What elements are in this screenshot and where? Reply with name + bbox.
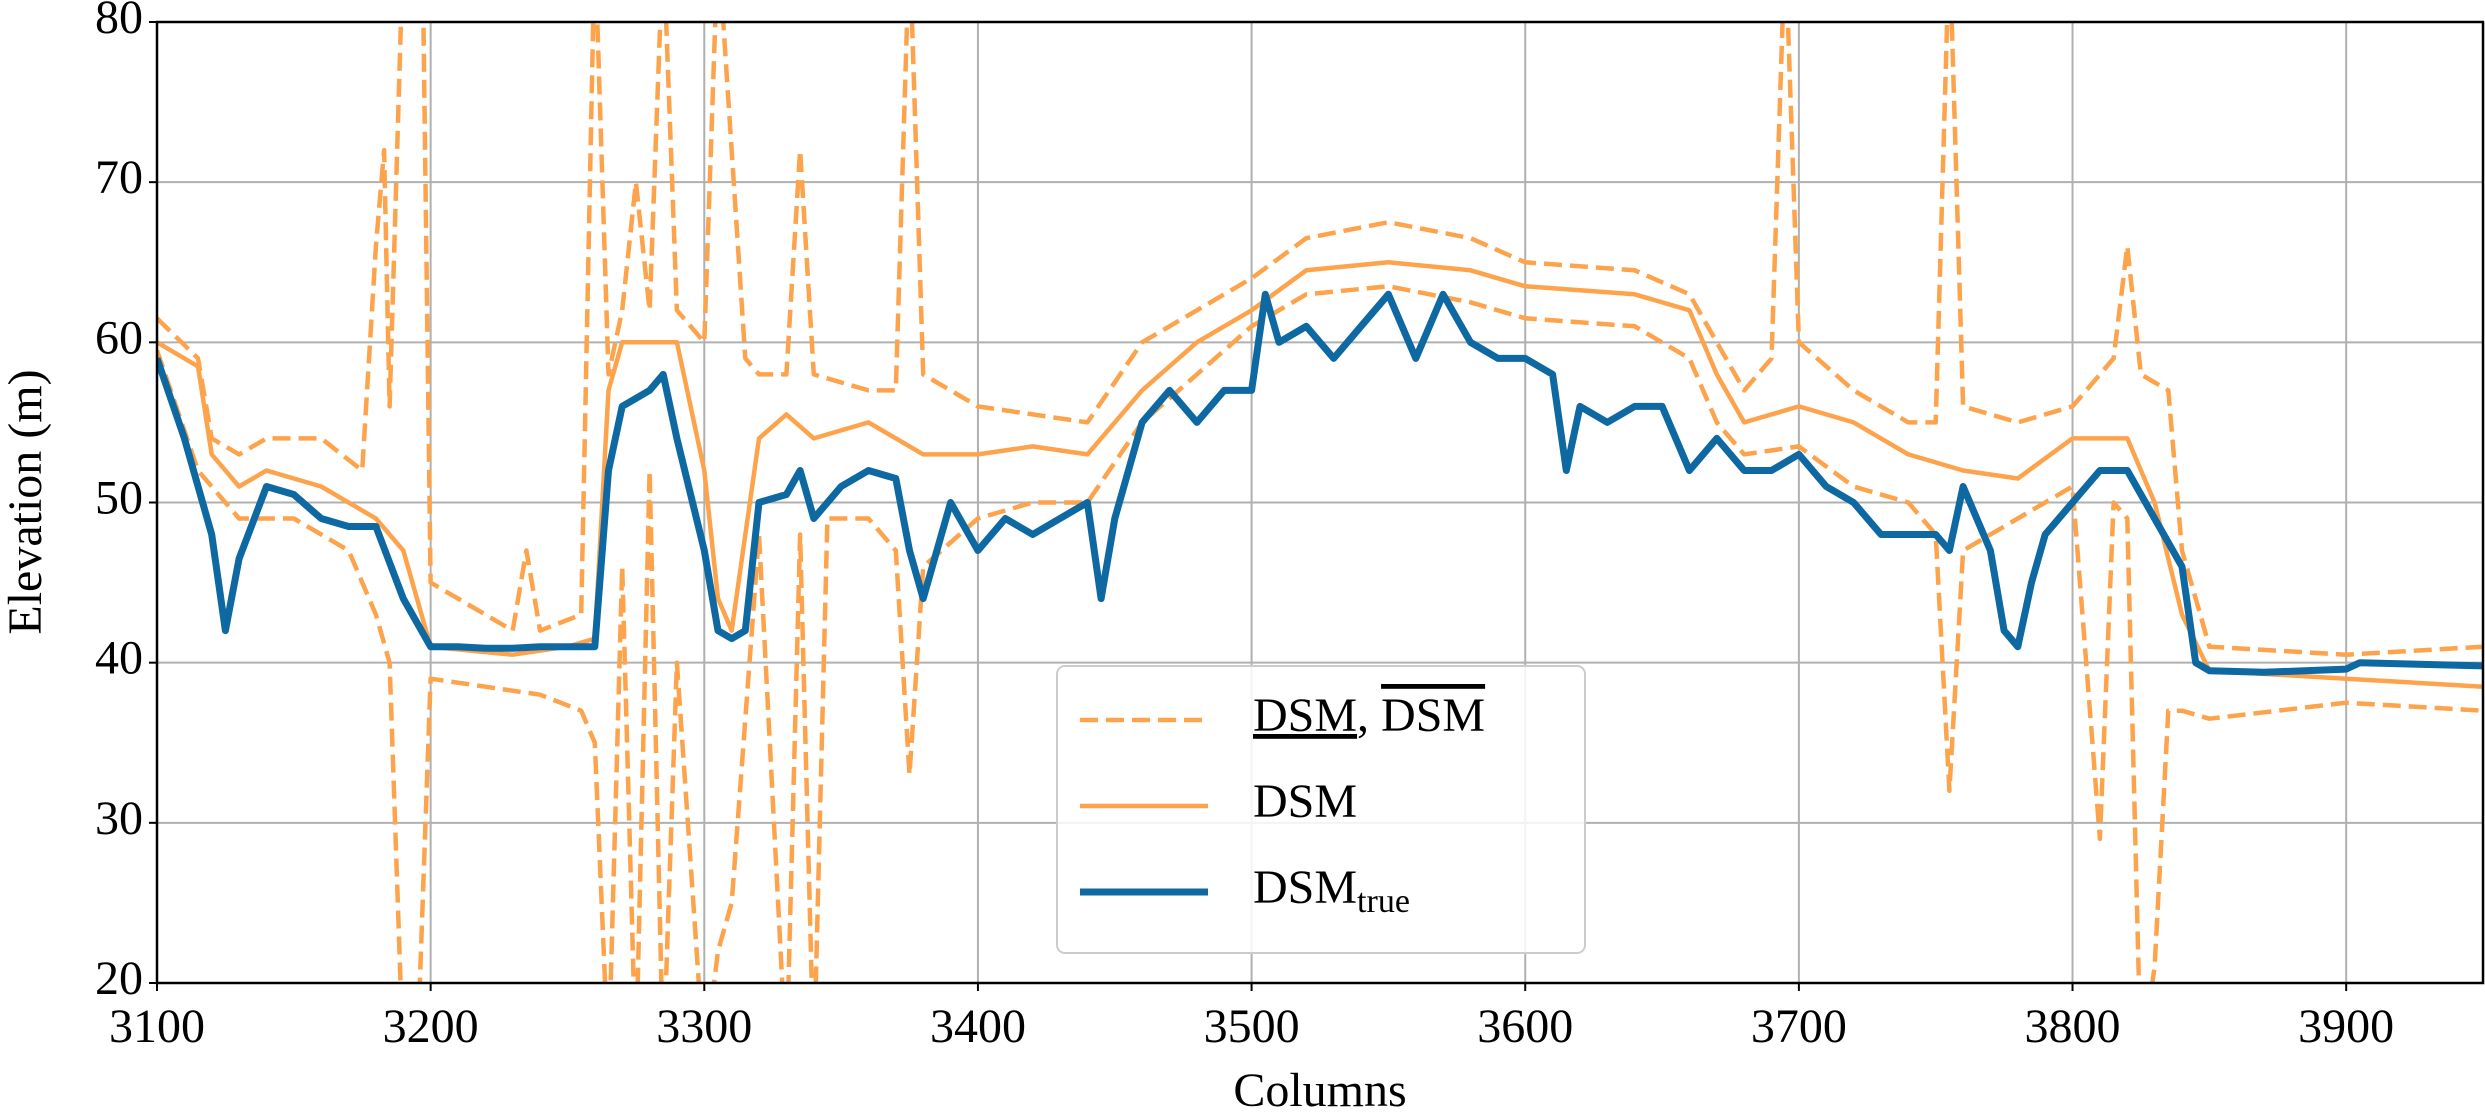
x-tick-label: 3800	[2025, 1000, 2121, 1053]
y-tick-label: 30	[95, 792, 143, 845]
plot-area	[157, 22, 2483, 983]
y-tick-label: 70	[95, 151, 143, 204]
legend-name: DSM	[1253, 689, 1357, 742]
legend-label: DSMtrue	[1253, 861, 1410, 920]
y-tick-label: 60	[95, 311, 143, 364]
x-tick-label: 3300	[656, 1000, 752, 1053]
x-axis-label: Columns	[1233, 1064, 1406, 1117]
plot-frame	[155, 20, 2485, 985]
series-line	[157, 290, 2483, 676]
x-tick-label: 3200	[383, 1000, 479, 1053]
x-tick-label: 3900	[2298, 1000, 2394, 1053]
legend-separator: ,	[1357, 689, 1369, 742]
legend-name: DSM	[1253, 775, 1357, 828]
legend-box	[1056, 665, 1586, 954]
y-axis-label: Elevation (m)	[0, 369, 52, 634]
series-line	[157, 22, 2483, 657]
legend-subscript: true	[1357, 883, 1410, 920]
y-tick-label: 20	[95, 952, 143, 1005]
legend-label: DSM, DSM	[1253, 689, 1485, 742]
x-tick-label: 3700	[1751, 1000, 1847, 1053]
series-line	[157, 284, 2483, 983]
x-tick-label: 3500	[1204, 1000, 1300, 1053]
legend-label: DSM	[1253, 775, 1357, 828]
y-tick-label: 80	[95, 0, 143, 44]
x-tick-label: 3100	[109, 1000, 205, 1053]
y-tick-label: 50	[95, 472, 143, 525]
x-tick-label: 3600	[1477, 1000, 1573, 1053]
legend-name: DSM	[1253, 861, 1357, 914]
x-tick-label: 3400	[930, 1000, 1026, 1053]
y-tick-label: 40	[95, 632, 143, 685]
legend-space	[1369, 689, 1381, 742]
series-line	[157, 260, 2483, 689]
legend-name: DSM	[1381, 689, 1485, 742]
